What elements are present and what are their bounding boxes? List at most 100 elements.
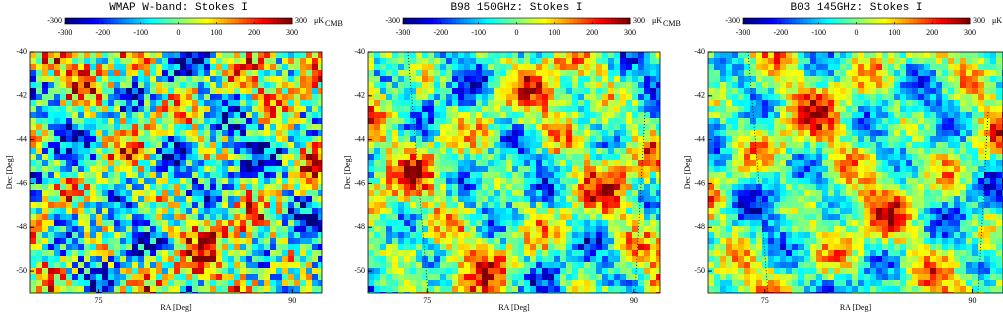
- map-cell: [596, 196, 602, 202]
- map-cell: [270, 94, 276, 100]
- map-cell: [422, 190, 428, 196]
- map-cell: [404, 172, 410, 178]
- map-cell: [240, 64, 246, 70]
- map-cell: [240, 208, 246, 214]
- map-cell: [422, 136, 428, 142]
- map-cell: [386, 226, 392, 232]
- map-cell: [536, 82, 542, 88]
- map-cell: [578, 82, 584, 88]
- map-cell: [608, 76, 614, 82]
- map-cell: [138, 124, 144, 130]
- map-cell: [204, 130, 210, 136]
- map-cell: [864, 124, 870, 130]
- map-cell: [410, 262, 416, 268]
- map-cell: [488, 238, 494, 244]
- map-cell: [936, 52, 942, 58]
- map-cell: [572, 268, 578, 274]
- map-cell: [650, 112, 656, 118]
- colorbar-step: [547, 18, 551, 24]
- map-cell: [30, 172, 36, 178]
- map-cell: [288, 154, 294, 160]
- map-cell: [954, 70, 960, 76]
- map-cell: [312, 238, 318, 244]
- map-cell: [554, 208, 560, 214]
- map-cell: [72, 196, 78, 202]
- map-cell: [960, 112, 966, 118]
- map-cell: [288, 130, 294, 136]
- map-cell: [518, 106, 524, 112]
- map-cell: [566, 208, 572, 214]
- map-cell: [578, 58, 584, 64]
- map-cell: [288, 280, 294, 286]
- map-cell: [288, 196, 294, 202]
- map-cell: [834, 82, 840, 88]
- map-cell: [482, 166, 488, 172]
- map-cell: [518, 268, 524, 274]
- map-cell: [60, 76, 66, 82]
- map-cell: [246, 100, 252, 106]
- map-cell: [768, 94, 774, 100]
- map-cell: [234, 232, 240, 238]
- colorbar-tick-label: -300: [396, 28, 411, 37]
- map-cell: [464, 142, 470, 148]
- map-cell: [638, 130, 644, 136]
- map-cell: [464, 136, 470, 142]
- map-cell: [306, 58, 312, 64]
- map-cell: [42, 208, 48, 214]
- map-cell: [306, 148, 312, 154]
- map-cell: [90, 226, 96, 232]
- map-cell: [228, 208, 234, 214]
- map-cell: [144, 232, 150, 238]
- map-cell: [380, 172, 386, 178]
- map-cell: [204, 196, 210, 202]
- colorbar-step: [558, 18, 562, 24]
- map-cell: [410, 70, 416, 76]
- map-cell: [416, 262, 422, 268]
- map-cell: [446, 256, 452, 262]
- map-cell: [608, 202, 614, 208]
- map-cell: [822, 52, 828, 58]
- map-cell: [924, 88, 930, 94]
- map-cell: [542, 202, 548, 208]
- map-cell: [132, 244, 138, 250]
- map-cell: [380, 190, 386, 196]
- map-cell: [168, 238, 174, 244]
- map-cell: [386, 190, 392, 196]
- map-cell: [374, 190, 380, 196]
- map-cell: [882, 106, 888, 112]
- map-cell: [78, 196, 84, 202]
- map-cell: [548, 154, 554, 160]
- map-cell: [234, 76, 240, 82]
- map-cell: [198, 190, 204, 196]
- map-cell: [168, 244, 174, 250]
- map-cell: [368, 250, 374, 256]
- map-cell: [590, 58, 596, 64]
- map-cell: [428, 88, 434, 94]
- map-cell: [102, 172, 108, 178]
- map-cell: [374, 136, 380, 142]
- map-cell: [584, 220, 590, 226]
- map-cell: [204, 76, 210, 82]
- map-cell: [288, 64, 294, 70]
- map-cell: [264, 52, 270, 58]
- map-cell: [494, 100, 500, 106]
- map-cell: [156, 136, 162, 142]
- map-cell: [312, 226, 318, 232]
- map-cell: [614, 190, 620, 196]
- map-cell: [192, 226, 198, 232]
- map-cell: [506, 136, 512, 142]
- map-cell: [798, 124, 804, 130]
- map-cell: [192, 106, 198, 112]
- map-cell: [120, 280, 126, 286]
- map-cell: [90, 88, 96, 94]
- map-cell: [132, 280, 138, 286]
- map-cell: [786, 64, 792, 70]
- map-cell: [72, 172, 78, 178]
- map-cell: [276, 142, 282, 148]
- map-cell: [380, 112, 386, 118]
- map-cell: [966, 100, 972, 106]
- map-cell: [210, 202, 216, 208]
- map-cell: [620, 178, 626, 184]
- map-cell: [282, 142, 288, 148]
- map-cell: [756, 118, 762, 124]
